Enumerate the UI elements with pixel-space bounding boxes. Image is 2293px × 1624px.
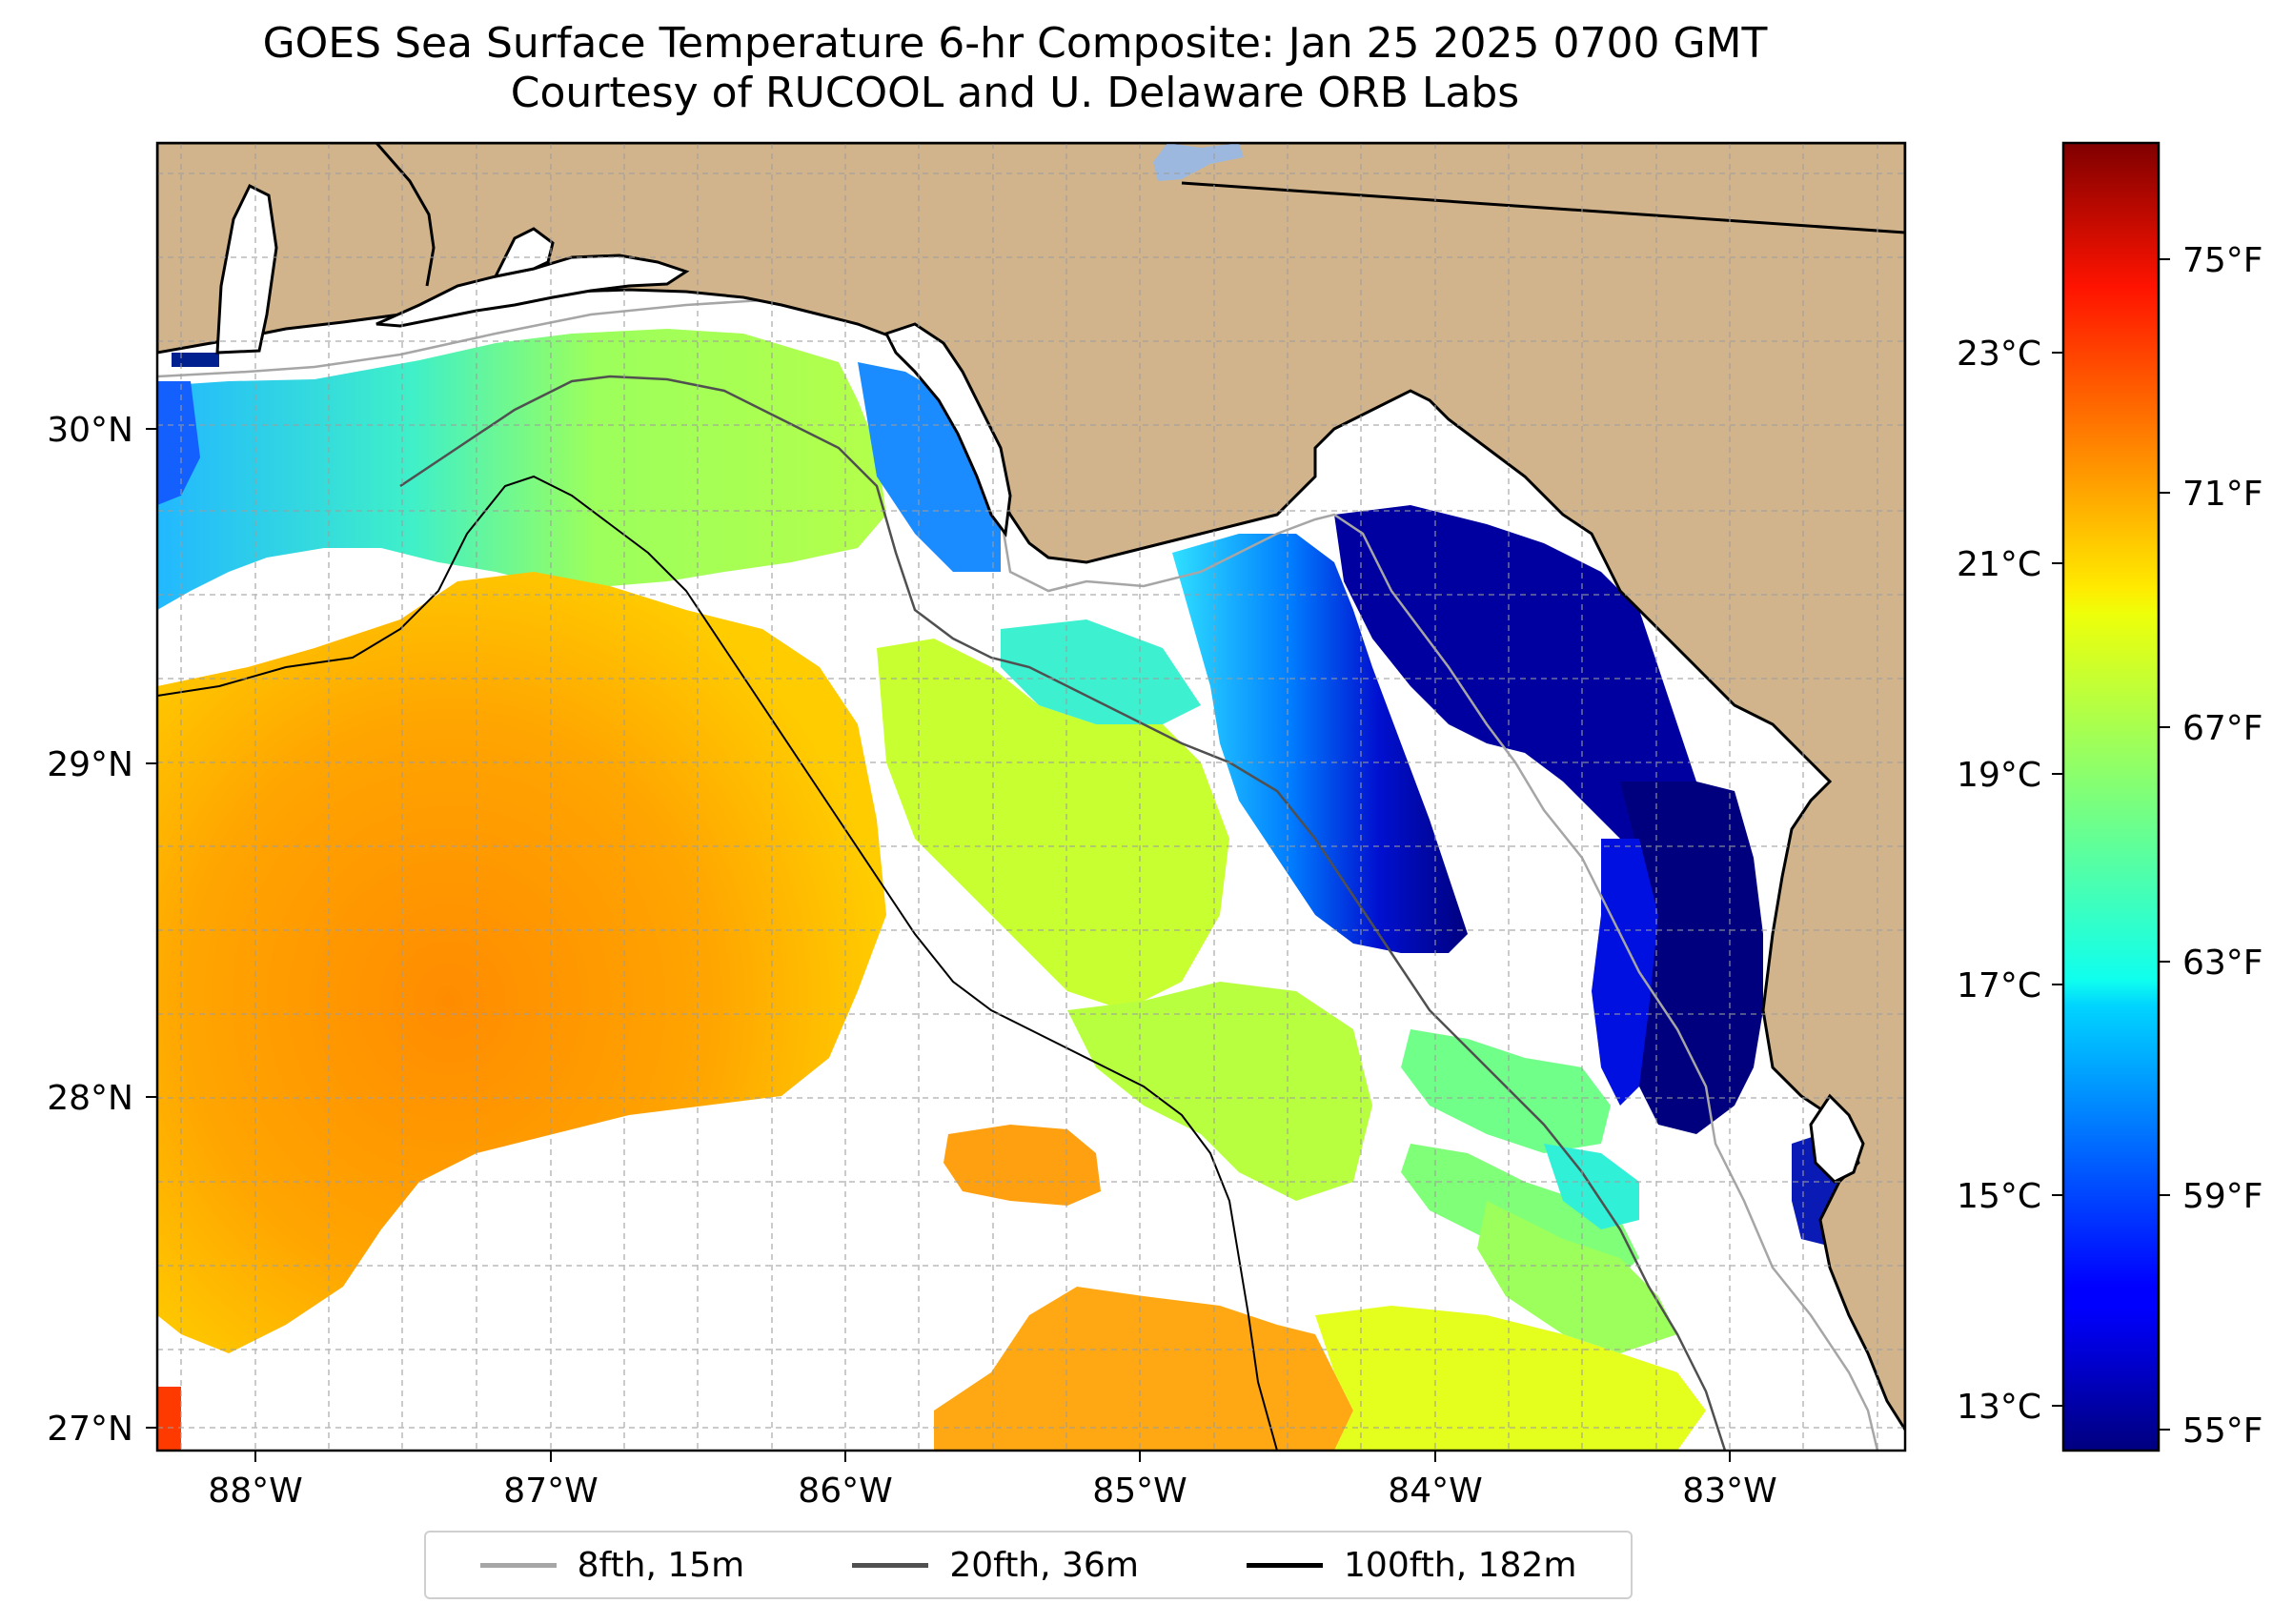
lon-tick-label: 83°W — [1682, 1472, 1776, 1511]
state-border — [1181, 181, 1905, 234]
map-panel — [157, 143, 1905, 1451]
legend-label: 8fth, 15m — [577, 1545, 745, 1585]
gridlines — [157, 143, 1905, 1451]
lon-tick-label: 86°W — [798, 1472, 892, 1511]
sst-region-south-yellow — [1315, 1306, 1706, 1451]
sst-region-nearshore-navy — [1334, 505, 1706, 877]
celsius-tick-label: 13°C — [1957, 1388, 2041, 1427]
lat-tick-label: 27°N — [47, 1410, 133, 1449]
sst-region-mobile-blue — [157, 381, 200, 505]
lat-tick-label: 28°N — [47, 1079, 133, 1118]
latitude-axis: 30°N 29°N 28°N 27°N — [47, 411, 133, 1449]
sst-region-mobile-navy — [172, 353, 219, 367]
title-line-1: GOES Sea Surface Temperature 6-hr Compos… — [262, 19, 1768, 68]
sst-region-se-green — [1401, 1029, 1611, 1153]
fahrenheit-tick-label: 75°F — [2182, 241, 2263, 280]
colorbar-gradient — [2061, 141, 2161, 1452]
legend-label: 100fth, 182m — [1344, 1545, 1577, 1585]
celsius-tick-label: 15°C — [1957, 1177, 2041, 1216]
sst-data-layer — [157, 329, 1877, 1451]
depth-contours — [157, 298, 1879, 1451]
sst-region-tampa-blue — [1592, 839, 1658, 1106]
fahrenheit-tick-label: 67°F — [2182, 709, 2263, 748]
colorbar: 23°C 21°C 19°C 17°C 15°C 13°C 75°F 71°F … — [1957, 141, 2263, 1452]
legend-label: 20fth, 36m — [949, 1545, 1139, 1585]
state-border-west — [375, 143, 436, 287]
lon-tick-label: 85°W — [1092, 1472, 1187, 1511]
contour-legend: 8fth, 15m 20fth, 36m 100fth, 182m — [424, 1531, 1633, 1599]
contour-20fth — [399, 375, 1727, 1451]
sst-region-warm-pool — [157, 572, 886, 1353]
panhandle-bays — [375, 254, 690, 328]
lat-tick-label: 30°N — [47, 411, 133, 450]
escambia-bay — [493, 227, 555, 279]
sst-region-se-green-3 — [1477, 1201, 1677, 1353]
map-frame — [155, 141, 1907, 1452]
lon-tick-label: 88°W — [208, 1472, 302, 1511]
lon-tick-label: 84°W — [1388, 1472, 1482, 1511]
fahrenheit-tick-label: 63°F — [2182, 944, 2263, 983]
legend-line-icon — [852, 1562, 929, 1568]
sst-region-orange-blob — [944, 1125, 1101, 1206]
tampa-bay-inlet — [1809, 1093, 1865, 1184]
title-line-2: Courtesy of RUCOOL and U. Delaware ORB L… — [510, 69, 1520, 117]
legend-entry-8fth: 8fth, 15m — [479, 1545, 745, 1585]
apalachicola-bay — [883, 322, 1012, 538]
sst-region-south-orange — [934, 1287, 1353, 1451]
sst-region-red-corner — [157, 1387, 181, 1451]
celsius-tick-label: 19°C — [1957, 756, 2041, 795]
axis-ticks — [146, 428, 1731, 1462]
figure-title: GOES Sea Surface Temperature 6-hr Compos… — [0, 19, 2030, 118]
sst-region-lower-central — [1067, 982, 1372, 1201]
longitude-axis: 88°W 87°W 86°W 85°W 84°W 83°W — [208, 1472, 1776, 1511]
legend-line-icon — [1247, 1562, 1324, 1568]
fahrenheit-tick-label: 55°F — [2182, 1411, 2263, 1451]
contour-8fth — [157, 298, 1879, 1451]
celsius-tick-label: 17°C — [1957, 966, 2041, 1005]
lon-tick-label: 87°W — [503, 1472, 598, 1511]
legend-entry-20fth: 20fth, 36m — [852, 1546, 1139, 1585]
fahrenheit-tick-label: 71°F — [2182, 475, 2263, 514]
celsius-tick-label: 23°C — [1957, 335, 2041, 374]
sst-region-central-cyan — [1001, 619, 1201, 724]
sst-region-big-bend-cold — [1172, 534, 1468, 953]
celsius-tick-label: 21°C — [1957, 545, 2041, 584]
sst-region-central-green — [877, 639, 1229, 1010]
mobile-bay — [215, 183, 278, 355]
lake — [1153, 143, 1244, 181]
fahrenheit-tick-label: 59°F — [2182, 1177, 2263, 1216]
legend-entry-100fth: 100fth, 182m — [1247, 1546, 1576, 1585]
lat-tick-label: 29°N — [47, 745, 133, 784]
legend-line-icon — [479, 1562, 557, 1568]
sst-region-nw-shelf — [157, 329, 886, 610]
contour-100fth — [157, 475, 1278, 1451]
